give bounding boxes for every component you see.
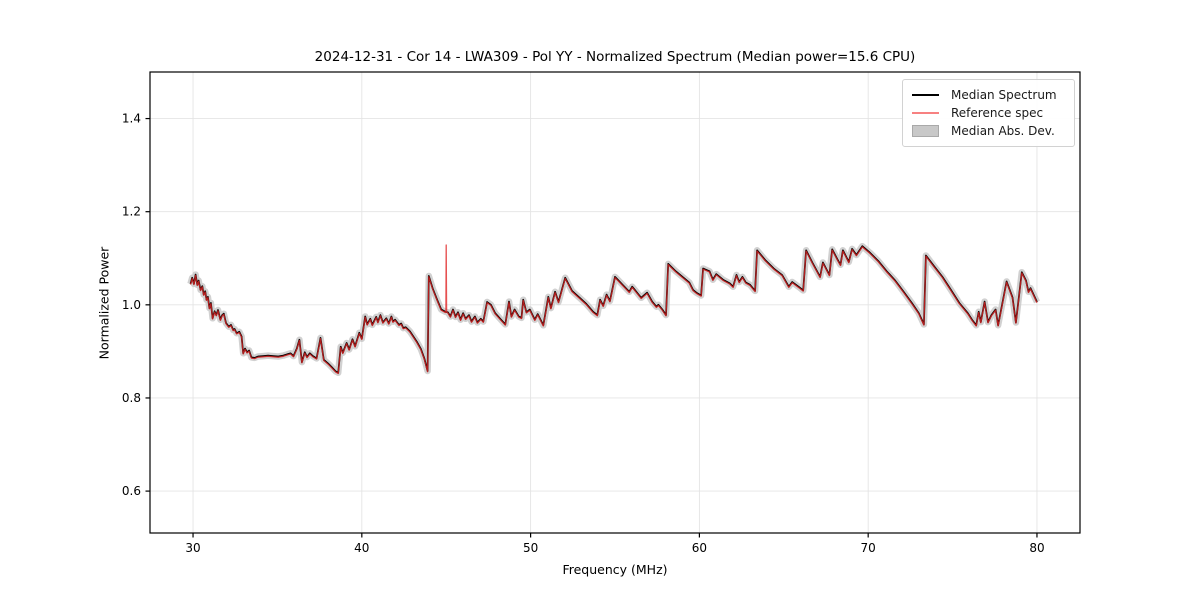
reference-spec-line [189,244,1038,375]
legend-item-median-spectrum: Median Spectrum [912,86,1065,104]
x-tick-label-30: 30 [185,541,200,555]
legend: Median Spectrum Reference spec Median Ab… [902,79,1075,147]
median-spectrum-line-swatch [912,94,939,96]
legend-item-median-abs-dev: Median Abs. Dev. [912,122,1065,140]
y-tick-label-1.4: 1.4 [122,112,141,126]
x-tick-label-60: 60 [692,541,707,555]
legend-label: Median Abs. Dev. [951,124,1055,138]
chart-title: 2024-12-31 - Cor 14 - LWA309 - Pol YY - … [314,49,916,65]
x-tick-label-80: 80 [1029,541,1044,555]
x-tick-label-70: 70 [861,541,876,555]
legend-label: Median Spectrum [951,88,1057,102]
x-axis-label: Frequency (MHz) [562,562,668,577]
y-tick-label-1.2: 1.2 [122,205,141,219]
y-tick-label-1: 1.0 [122,298,141,312]
y-tick-label-0.6: 0.6 [122,484,141,498]
median-abs-dev-patch-swatch [912,125,939,137]
y-axis-label: Normalized Power [96,246,112,360]
legend-item-reference-spec: Reference spec [912,104,1065,122]
reference-spec-line-swatch [912,112,939,114]
legend-label: Reference spec [951,106,1044,120]
y-tick-label-0.8: 0.8 [122,391,141,405]
x-tick-label-50: 50 [523,541,538,555]
x-tick-label-40: 40 [354,541,369,555]
plot-frame [149,71,1081,534]
